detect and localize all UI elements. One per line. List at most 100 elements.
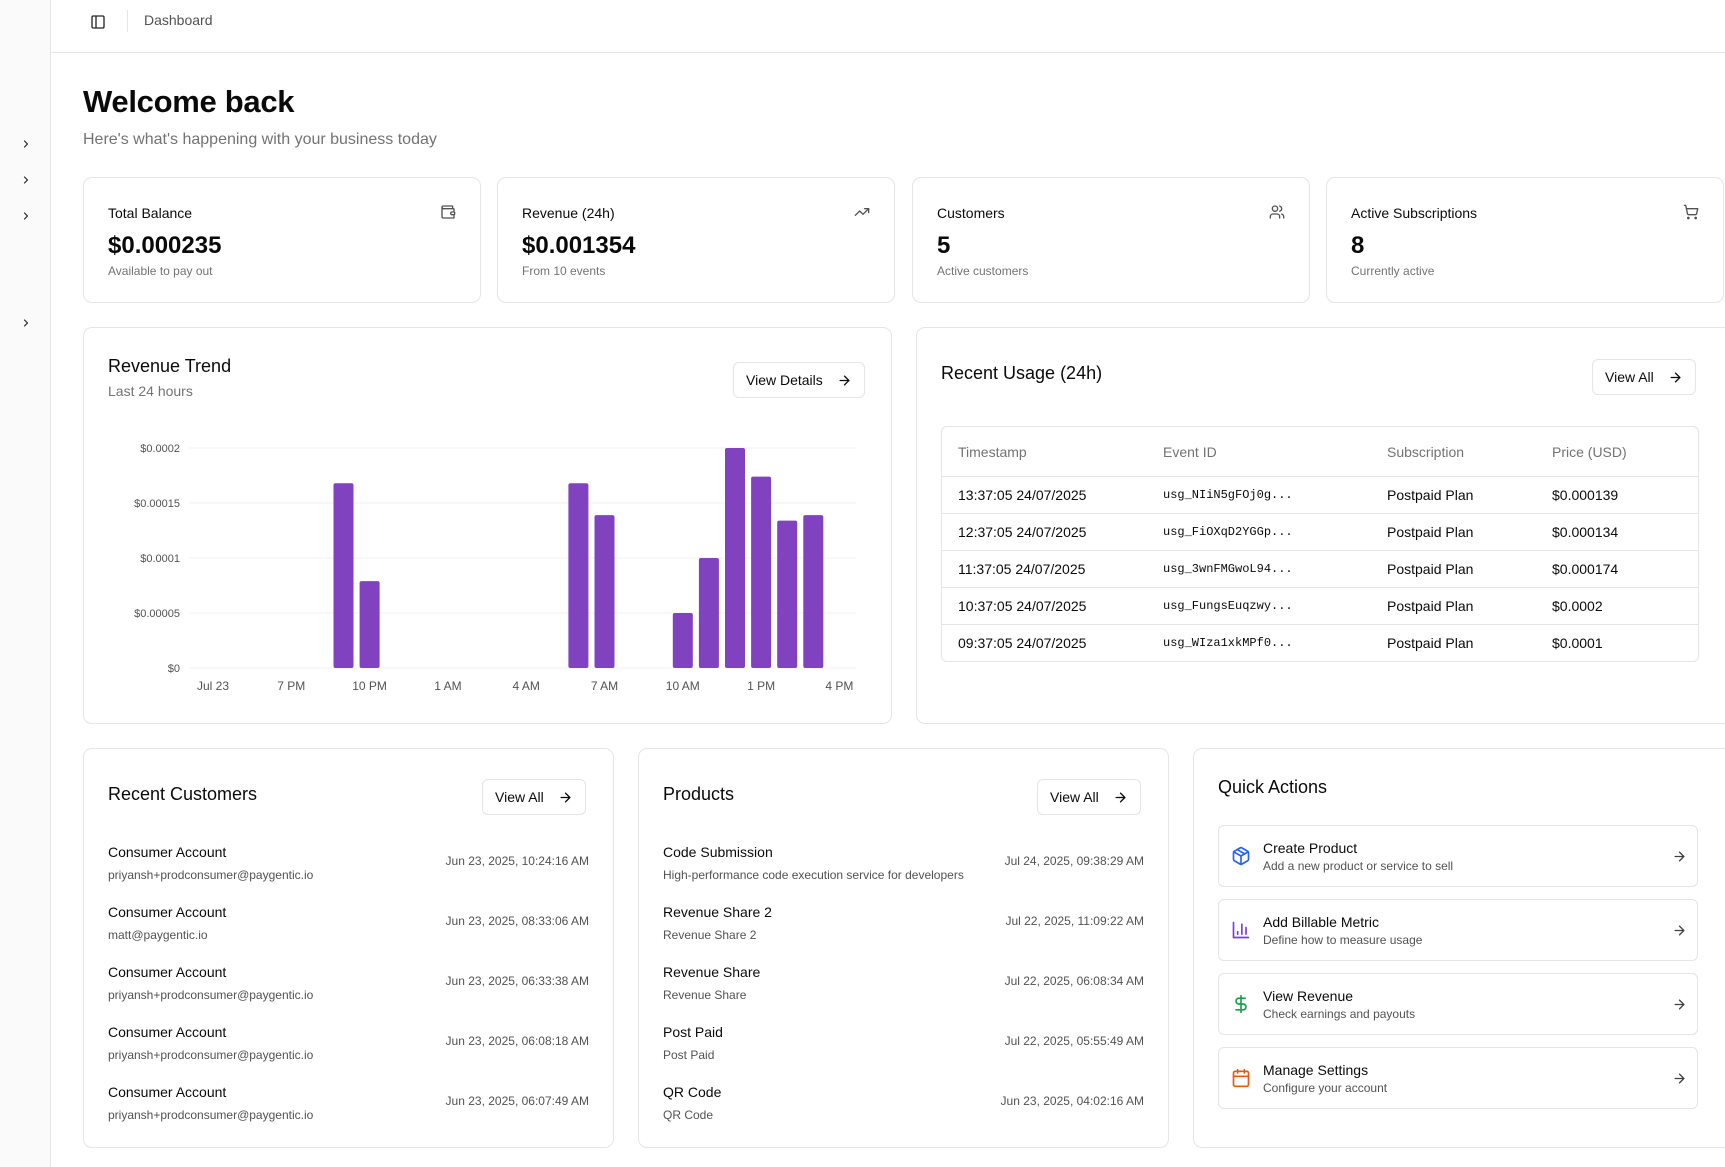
stat-value: $0.001354: [522, 232, 636, 259]
subscription-cell: Postpaid Plan: [1387, 487, 1474, 503]
users-icon: [1269, 204, 1285, 220]
product-date: Jul 22, 2025, 05:55:49 AM: [1004, 1034, 1144, 1048]
y-tick-label: $0: [168, 663, 180, 675]
table-row[interactable]: 13:37:05 24/07/2025 usg_NIiN5gFOj0g... P…: [942, 476, 1698, 513]
view-details-button[interactable]: View Details: [733, 362, 865, 398]
subscription-cell: Postpaid Plan: [1387, 635, 1474, 651]
product-date: Jul 22, 2025, 06:08:34 AM: [1004, 974, 1144, 988]
stat-card-subscriptions: Active Subscriptions 8 Currently active: [1326, 177, 1724, 303]
customer-item[interactable]: Consumer Account priyansh+prodconsumer@p…: [108, 844, 589, 890]
y-tick-label: $0.00005: [134, 608, 180, 620]
product-item[interactable]: Post Paid Post Paid Jul 22, 2025, 05:55:…: [663, 1024, 1144, 1070]
manage-settings-action[interactable]: Manage Settings Configure your account: [1218, 1047, 1698, 1109]
chart-bar[interactable]: [777, 520, 798, 668]
chart-bar[interactable]: [594, 515, 615, 668]
view-revenue-action[interactable]: View Revenue Check earnings and payouts: [1218, 973, 1698, 1035]
arrow-right-icon: [1670, 372, 1681, 382]
stat-label: Customers: [937, 205, 1005, 221]
page-subtitle: Here's what's happening with your busine…: [83, 131, 437, 148]
product-name: Revenue Share 2: [663, 904, 772, 920]
product-item[interactable]: Revenue Share 2 Revenue Share 2 Jul 22, …: [663, 904, 1144, 950]
chart-bar[interactable]: [698, 558, 719, 668]
stat-card-total-balance: Total Balance $0.000235 Available to pay…: [83, 177, 481, 303]
customer-name: Consumer Account: [108, 844, 227, 860]
x-tick-label: 10 PM: [352, 679, 387, 693]
wallet-icon: [440, 204, 456, 220]
create-product-action[interactable]: Create Product Add a new product or serv…: [1218, 825, 1698, 887]
stat-value: 5: [937, 232, 951, 259]
product-description: Revenue Share 2: [663, 928, 757, 942]
card-title: Recent Customers: [108, 784, 258, 804]
chart-bar[interactable]: [751, 476, 772, 668]
customer-date: Jun 23, 2025, 06:08:18 AM: [445, 1034, 589, 1048]
stat-value: 8: [1351, 232, 1365, 259]
action-title: Manage Settings: [1263, 1062, 1369, 1078]
x-tick-label: 4 AM: [513, 679, 540, 693]
customer-date: Jun 23, 2025, 08:33:06 AM: [445, 914, 589, 928]
cart-icon: [1683, 204, 1699, 220]
table-row[interactable]: 10:37:05 24/07/2025 usg_FungsEuqzwy... P…: [942, 587, 1698, 624]
stat-value: $0.000235: [108, 232, 222, 259]
event-id-cell: usg_FiOXqD2YGGp...: [1163, 525, 1293, 539]
product-name: Revenue Share: [663, 964, 761, 980]
price-cell: $0.000139: [1552, 487, 1619, 503]
usage-table: Timestamp Event ID Subscription Price (U…: [941, 426, 1699, 662]
chart-bar[interactable]: [568, 483, 589, 668]
recent-customers-card: Recent Customers View All Consumer Accou…: [83, 748, 614, 1148]
subscription-cell: Postpaid Plan: [1387, 561, 1474, 577]
chart-bar[interactable]: [359, 581, 380, 668]
product-description: Revenue Share: [663, 988, 747, 1002]
button-label: View All: [495, 789, 544, 805]
sidebar-expand-chevron-icon[interactable]: [18, 172, 34, 188]
table-row[interactable]: 09:37:05 24/07/2025 usg_WIza1xkMPf0... P…: [942, 624, 1698, 661]
customer-name: Consumer Account: [108, 964, 227, 980]
customer-email: priyansh+prodconsumer@paygentic.io: [108, 1048, 314, 1062]
product-date: Jun 23, 2025, 04:02:16 AM: [1000, 1094, 1144, 1108]
product-name: QR Code: [663, 1084, 722, 1100]
products-card: Products View All Code Submission High-p…: [638, 748, 1169, 1148]
customer-email: matt@paygentic.io: [108, 928, 208, 942]
column-header: Timestamp: [958, 443, 1027, 460]
chart-bar[interactable]: [725, 448, 745, 668]
action-description: Configure your account: [1263, 1081, 1388, 1095]
add-billable-metric-action[interactable]: Add Billable Metric Define how to measur…: [1218, 899, 1698, 961]
customer-item[interactable]: Consumer Account priyansh+prodconsumer@p…: [108, 1084, 589, 1130]
customer-name: Consumer Account: [108, 904, 227, 920]
sidebar-expand-chevron-icon[interactable]: [18, 208, 34, 224]
chart-bar[interactable]: [672, 613, 693, 668]
product-name: Post Paid: [663, 1024, 723, 1040]
view-all-usage-button[interactable]: View All: [1592, 359, 1696, 395]
dollar-icon: [1231, 994, 1251, 1014]
arrow-right-icon: [1674, 851, 1685, 862]
table-row[interactable]: 11:37:05 24/07/2025 usg_3wnFMGwoL94... P…: [942, 550, 1698, 587]
customer-item[interactable]: Consumer Account matt@paygentic.io Jun 2…: [108, 904, 589, 950]
view-all-customers-button[interactable]: View All: [482, 779, 586, 815]
y-tick-label: $0.0002: [140, 443, 180, 455]
customer-item[interactable]: Consumer Account priyansh+prodconsumer@p…: [108, 1024, 589, 1070]
product-item[interactable]: Revenue Share Revenue Share Jul 22, 2025…: [663, 964, 1144, 1010]
x-tick-label: 10 AM: [666, 679, 700, 693]
timestamp-cell: 13:37:05 24/07/2025: [958, 487, 1087, 503]
product-item[interactable]: QR Code QR Code Jun 23, 2025, 04:02:16 A…: [663, 1084, 1144, 1130]
column-header: Subscription: [1387, 443, 1465, 460]
calendar-icon: [1231, 1068, 1251, 1088]
table-row[interactable]: 12:37:05 24/07/2025 usg_FiOXqD2YGGp... P…: [942, 513, 1698, 550]
sidebar: [0, 0, 51, 1167]
sidebar-expand-chevron-icon[interactable]: [18, 136, 34, 152]
card-title: Products: [663, 784, 735, 804]
customer-item[interactable]: Consumer Account priyansh+prodconsumer@p…: [108, 964, 589, 1010]
action-description: Check earnings and payouts: [1263, 1007, 1416, 1021]
chart-bar[interactable]: [333, 483, 354, 668]
sidebar-toggle-icon[interactable]: [87, 11, 109, 33]
product-item[interactable]: Code Submission High-performance code ex…: [663, 844, 1144, 890]
revenue-bar-chart: $0 $0.00005 $0.0001 $0.00015 $0.0002 Jul 23 7 …: [134, 443, 856, 693]
bar-chart-icon: [1231, 920, 1251, 940]
sidebar-expand-chevron-icon[interactable]: [18, 315, 34, 331]
view-all-products-button[interactable]: View All: [1037, 779, 1141, 815]
quick-actions-card: Quick Actions Create Product Add a new p…: [1193, 748, 1725, 1148]
chart-bar[interactable]: [803, 515, 824, 668]
timestamp-cell: 09:37:05 24/07/2025: [958, 635, 1087, 651]
event-id-cell: usg_NIiN5gFOj0g...: [1163, 488, 1293, 502]
action-title: Add Billable Metric: [1263, 914, 1379, 930]
timestamp-cell: 12:37:05 24/07/2025: [958, 524, 1087, 540]
